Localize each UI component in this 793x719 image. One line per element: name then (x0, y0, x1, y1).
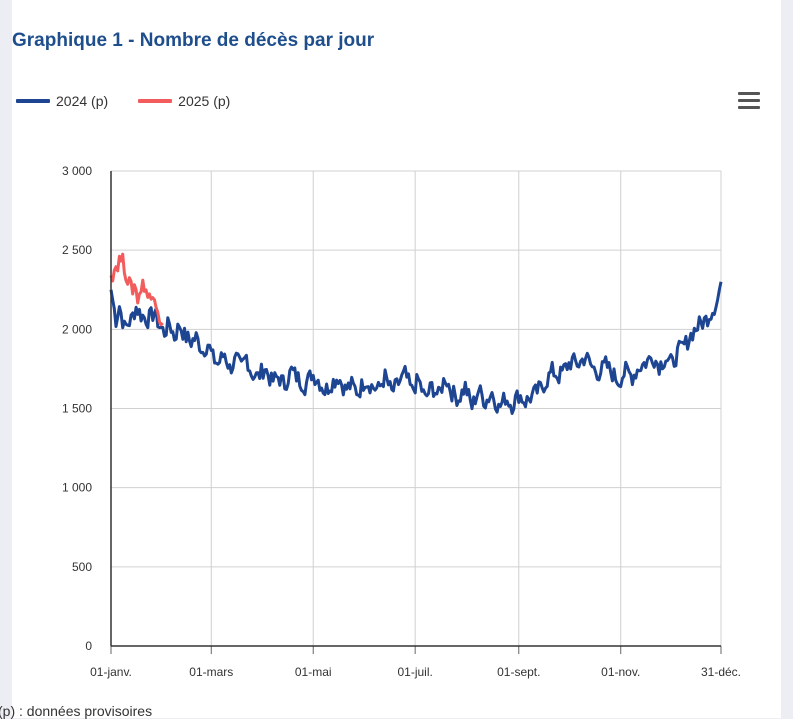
legend-label-2025: 2025 (p) (178, 93, 231, 109)
x-tick-label: 01-mai (295, 665, 332, 679)
chart-legend: 2024 (p) 2025 (p) (16, 91, 260, 111)
x-tick-label: 01-juil. (397, 665, 432, 679)
legend-swatch-2025 (138, 99, 173, 103)
x-tick-label: 31-déc. (701, 665, 741, 679)
chart-grid (110, 170, 722, 647)
x-tick-label: 01-nov. (601, 665, 640, 679)
y-tick-label: 3 000 (62, 164, 92, 178)
y-tick-label: 1 000 (62, 481, 92, 495)
series-line-1 (109, 252, 164, 327)
y-tick-label: 2 500 (62, 243, 92, 257)
y-tick-label: 0 (85, 639, 92, 653)
y-tick-label: 1 500 (62, 402, 92, 416)
legend-item-2025[interactable]: 2025 (p) (138, 93, 230, 109)
x-tick-label: 01-sept. (497, 665, 540, 679)
chart-card (12, 0, 781, 718)
y-tick-label: 500 (72, 560, 92, 574)
chart-series (109, 252, 723, 415)
x-tick-label: 01-mars (189, 665, 233, 679)
hamburger-menu-icon[interactable] (737, 92, 761, 112)
x-axis-ticks: 01-janv. 01-mars 01-mai 01-juil. 01-sept. 01-… (90, 646, 741, 679)
x-tick-label: 01-janv. (90, 665, 132, 679)
legend-swatch-2024 (16, 99, 50, 103)
chart-title: Graphique 1 - Nombre de décès par jour (12, 30, 375, 51)
legend-item-2024[interactable]: 2024 (p) (16, 93, 108, 109)
footnote: (p) : données provisoires (0, 703, 153, 719)
series-line-0 (109, 281, 723, 415)
y-axis-ticks: 0 500 1 000 1 500 2 000 2 500 3 000 (62, 164, 92, 653)
legend-label-2024: 2024 (p) (56, 93, 109, 109)
y-tick-label: 2 000 (62, 322, 92, 336)
